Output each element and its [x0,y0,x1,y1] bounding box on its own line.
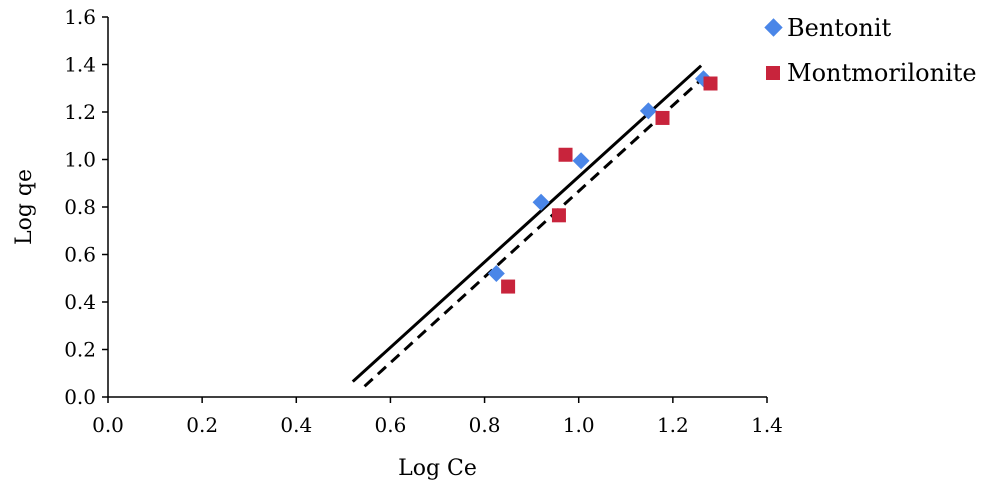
legend-marker-bentonit [764,18,783,37]
x-ticks: 0.0 0.2 0.4 0.6 0.8 1.0 1.2 1.4 [92,397,783,437]
legend-label-bentonit: Bentonit [787,14,892,42]
x-tick-label: 1.2 [657,413,689,437]
point-montmorilonite [551,208,566,223]
x-tick-label: 0.0 [92,413,124,437]
y-ticks: 0.0 0.2 0.4 0.6 0.8 1.0 1.2 1.4 1.6 [64,5,108,409]
point-bentonit [532,193,550,211]
legend: Bentonit Montmorilonite [764,14,977,87]
y-tick-label: 0.6 [64,243,96,267]
y-tick-label: 1.2 [64,100,96,124]
point-bentonit [487,265,505,282]
x-tick-label: 0.2 [186,413,218,437]
x-axis-title: Log Ce [398,456,477,481]
trendlines [351,64,705,388]
legend-label-montmorilonite: Montmorilonite [787,59,977,87]
point-montmorilonite [558,147,573,162]
point-montmorilonite [655,110,670,125]
y-axis-title: Log qe [12,169,37,245]
point-montmorilonite [703,76,718,91]
legend-marker-montmorilonite [766,66,780,80]
point-bentonit [572,152,590,170]
y-tick-label: 1.4 [64,53,96,77]
y-tick-label: 0.4 [64,290,96,314]
x-tick-label: 0.6 [375,413,407,437]
y-tick-label: 0.0 [64,385,96,409]
y-tick-label: 1.0 [64,148,96,172]
trendline-solid [351,64,703,383]
y-tick-label: 0.8 [64,195,96,219]
point-montmorilonite [501,279,516,294]
x-tick-label: 1.4 [751,413,783,437]
point-bentonit [639,102,657,120]
x-tick-label: 0.8 [469,413,501,437]
y-tick-label: 0.2 [64,338,96,362]
x-tick-label: 0.4 [280,413,312,437]
x-tick-label: 1.0 [563,413,595,437]
axes [107,17,767,398]
data-points [487,70,718,294]
y-tick-label: 1.6 [64,5,96,29]
trendline-dashed [363,76,705,388]
